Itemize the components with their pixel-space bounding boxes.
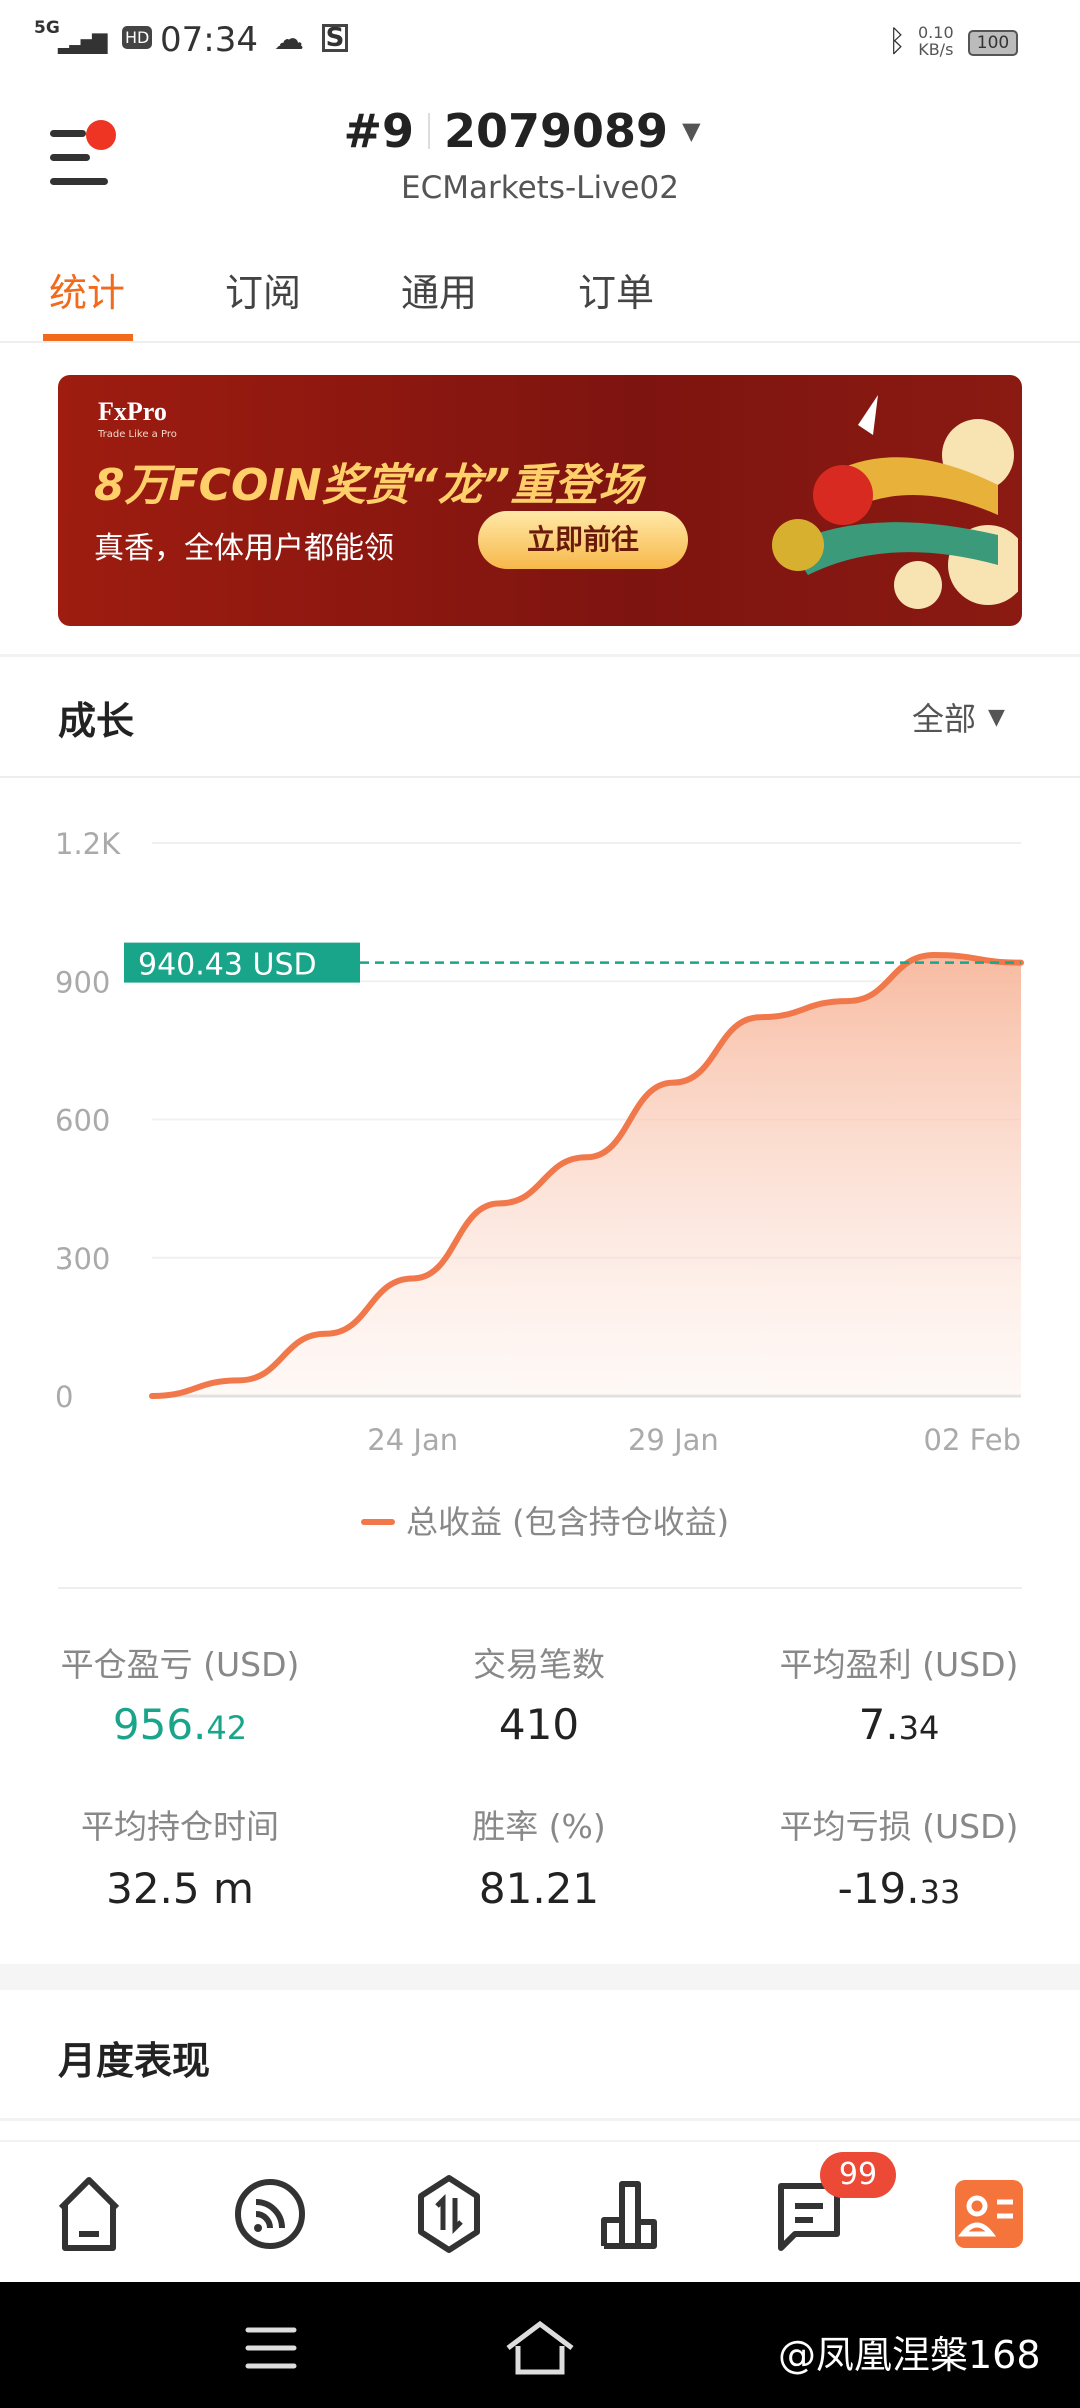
stat-label: 平均亏损 (USD) bbox=[779, 1807, 1019, 1846]
notification-dot bbox=[86, 120, 116, 150]
weather-icon: ☁ bbox=[274, 22, 304, 57]
banner-subline: 真香，全体用户都能领 bbox=[94, 531, 394, 566]
stat-value: -19.33 bbox=[838, 1864, 961, 1913]
current-value-badge bbox=[124, 942, 360, 983]
stat-label: 平均盈利 (USD) bbox=[779, 1645, 1019, 1684]
monthly-title: 月度表现 bbox=[58, 2039, 211, 2083]
y-tick-label: 0 bbox=[55, 1380, 73, 1414]
stat-value: 81.21 bbox=[479, 1864, 599, 1913]
y-tick-label: 300 bbox=[55, 1242, 110, 1276]
tab-indicator bbox=[43, 334, 133, 341]
range-value: 全部 bbox=[912, 700, 977, 738]
stat-value: 32.5 m bbox=[106, 1864, 254, 1913]
recent-apps-icon[interactable] bbox=[244, 2326, 298, 2370]
stat-label: 胜率 (%) bbox=[472, 1807, 606, 1846]
stat-value-int: 81.21 bbox=[478, 1864, 600, 1913]
screenshot-icon: S bbox=[322, 24, 348, 52]
hd-icon: HD bbox=[122, 26, 153, 49]
area-fill bbox=[152, 954, 1021, 1396]
y-tick-label: 600 bbox=[55, 1104, 110, 1138]
stat-value-int: 32.5 m bbox=[106, 1864, 254, 1913]
stat-value: 410 bbox=[499, 1700, 579, 1749]
account-number: 2079089 bbox=[444, 104, 669, 158]
system-nav-bar: @凤凰涅槃168 bbox=[0, 2282, 1080, 2408]
profile-icon[interactable] bbox=[947, 2172, 1031, 2256]
stat-value-int: 410 bbox=[498, 1700, 580, 1749]
range-dropdown[interactable]: 全部 ▼ bbox=[912, 694, 1005, 740]
y-tick-label: 900 bbox=[55, 965, 110, 999]
account-selector[interactable]: #9 2079089 ▼ bbox=[0, 104, 1044, 158]
divider bbox=[428, 113, 431, 149]
banner-cta-button[interactable]: 立即前往 bbox=[478, 511, 688, 569]
stat-value-dec: 34 bbox=[898, 1709, 940, 1747]
stat-value: 7.34 bbox=[859, 1700, 940, 1749]
network-speed: 0.10 KB/s bbox=[918, 23, 954, 59]
bluetooth-icon: ᛒ bbox=[888, 24, 906, 59]
caret-down-icon: ▼ bbox=[988, 704, 1005, 730]
clock: 07:34 bbox=[160, 20, 258, 60]
stat-value-dec: 33 bbox=[919, 1873, 961, 1911]
bottom-nav: 99 bbox=[0, 2140, 1080, 2282]
server-name: ECMarkets-Live02 bbox=[401, 170, 679, 206]
watermark: @凤凰涅槃168 bbox=[778, 2333, 1041, 2377]
x-tick-label: 02 Feb bbox=[924, 1423, 1021, 1457]
banner-headline: 8万FCOIN奖赏“龙”重登场 bbox=[94, 460, 643, 511]
growth-chart[interactable]: 0 300 600 900 1.2K 940.43 USD 24 Jan 29 Jan 02 F… bbox=[0, 800, 1080, 1560]
signal-icon: ▂▃▅▇ bbox=[58, 30, 107, 54]
stat-value-int: 956. bbox=[112, 1700, 207, 1749]
legend-label: 总收益 (包含持仓收益) bbox=[406, 1503, 729, 1541]
y-tick-label: 1.2K bbox=[55, 827, 121, 861]
divider bbox=[0, 776, 1080, 778]
current-value-label: 940.43 USD bbox=[138, 948, 317, 983]
system-home-icon[interactable] bbox=[504, 2320, 576, 2376]
stat-value-int: 7. bbox=[858, 1700, 899, 1749]
dragon-illustration bbox=[772, 395, 1018, 609]
growth-title: 成长 bbox=[58, 699, 135, 743]
divider bbox=[0, 654, 1080, 657]
feed-icon[interactable] bbox=[228, 2172, 312, 2256]
tab-general[interactable]: 通用 bbox=[400, 271, 478, 315]
fxpro-logo: FxPro bbox=[98, 397, 167, 426]
fxpro-tagline: Trade Like a Pro bbox=[98, 429, 177, 440]
series-line bbox=[149, 951, 1024, 1399]
divider bbox=[0, 2118, 1080, 2121]
menu-line bbox=[50, 154, 90, 161]
home-icon[interactable] bbox=[47, 2172, 131, 2256]
stat-label: 交易笔数 bbox=[473, 1645, 605, 1684]
section-gap bbox=[0, 1964, 1080, 1990]
menu-line bbox=[50, 130, 86, 137]
account-rank: #9 bbox=[343, 104, 415, 158]
stat-value-int: -19. bbox=[837, 1864, 920, 1913]
ranking-icon[interactable] bbox=[588, 2172, 672, 2256]
network-icon: 5G bbox=[34, 18, 60, 38]
x-tick-label: 29 Jan bbox=[628, 1423, 719, 1457]
messages-badge: 99 bbox=[820, 2152, 896, 2198]
status-bar: 5G ▂▃▅▇ HD 07:34 ☁ S ᛒ 0.10 KB/s 100 bbox=[0, 0, 1080, 84]
stat-label: 平仓盈亏 (USD) bbox=[60, 1645, 300, 1684]
tab-orders[interactable]: 订单 bbox=[577, 271, 655, 315]
battery-icon: 100 bbox=[968, 30, 1018, 56]
promo-banner[interactable]: FxPro Trade Like a Pro 8万FCOIN奖赏“龙”重登场 真… bbox=[58, 375, 1022, 626]
tab-stats[interactable]: 统计 bbox=[48, 271, 126, 315]
stat-value: 956.42 bbox=[113, 1700, 247, 1749]
menu-button[interactable] bbox=[50, 120, 116, 186]
menu-line bbox=[50, 178, 108, 185]
divider bbox=[58, 1587, 1022, 1589]
stat-value-dec: 42 bbox=[206, 1709, 248, 1747]
stat-label: 平均持仓时间 bbox=[81, 1807, 279, 1846]
divider bbox=[0, 341, 1080, 343]
x-tick-label: 24 Jan bbox=[367, 1423, 458, 1457]
caret-down-icon: ▼ bbox=[682, 117, 701, 145]
trade-icon[interactable] bbox=[407, 2172, 491, 2256]
tab-subscribe[interactable]: 订阅 bbox=[224, 271, 302, 315]
